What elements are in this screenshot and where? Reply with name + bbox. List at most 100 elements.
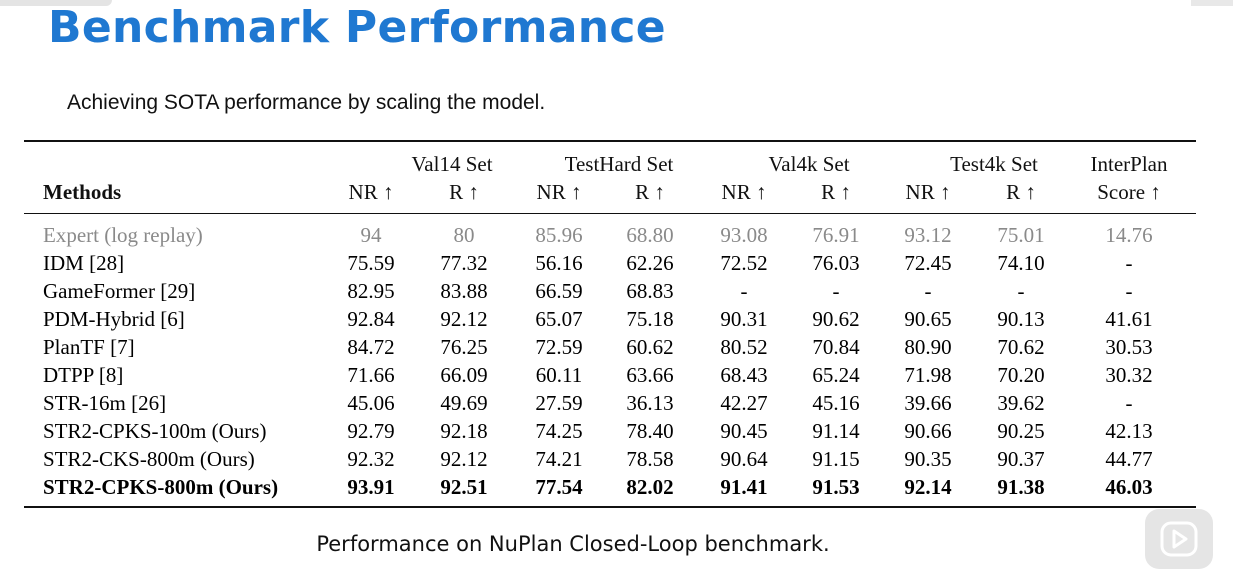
table-row: STR2-CKS-800m (Ours) 92.32 92.12 74.21 7… [24, 445, 1196, 473]
value-cell: 82.95 [347, 279, 395, 303]
value-cell: 93.08 [720, 223, 768, 247]
value-cell: 76.91 [812, 223, 860, 247]
value-cell: 90.64 [720, 447, 768, 471]
method-cell: STR2-CKS-800m (Ours) [43, 447, 255, 471]
table-row: Expert (log replay) 94 80 85.96 68.80 93… [24, 221, 1196, 249]
table-row: PDM-Hybrid [6] 92.84 92.12 65.07 75.18 9… [24, 305, 1196, 333]
value-cell: 76.25 [440, 335, 488, 359]
value-cell: 63.66 [626, 363, 674, 387]
col-header-test4k-nr: NR ↑ [905, 180, 951, 204]
value-cell: 60.62 [626, 335, 674, 359]
method-cell: STR2-CPKS-100m (Ours) [43, 419, 267, 443]
play-button[interactable] [1145, 509, 1213, 569]
value-cell: 90.37 [997, 447, 1045, 471]
value-cell: 80 [453, 223, 475, 247]
value-cell: - [1125, 391, 1133, 415]
group-header-testhard: TestHard Set [564, 152, 674, 176]
value-cell: 70.62 [997, 335, 1045, 359]
value-cell: 70.84 [812, 335, 860, 359]
value-cell: 92.84 [347, 307, 395, 331]
value-cell: 80.52 [720, 335, 768, 359]
value-cell: 56.16 [535, 251, 583, 275]
value-cell: 84.72 [347, 335, 395, 359]
value-cell: 90.65 [904, 307, 952, 331]
value-cell: 82.02 [626, 475, 674, 499]
col-header-test4k-r: R ↑ [1006, 180, 1036, 204]
value-cell: 68.80 [626, 223, 674, 247]
table-caption: Performance on NuPlan Closed-Loop benchm… [316, 532, 830, 556]
value-cell: 45.06 [347, 391, 395, 415]
value-cell: 91.53 [812, 475, 860, 499]
value-cell: 72.52 [720, 251, 768, 275]
table-row-best: STR2-CPKS-800m (Ours) 93.91 92.51 77.54 … [24, 473, 1196, 501]
method-cell: Expert (log replay) [43, 223, 203, 247]
value-cell: 91.41 [720, 475, 768, 499]
methods-header: Methods [43, 180, 122, 204]
table-row: PlanTF [7] 84.72 76.25 72.59 60.62 80.52… [24, 333, 1196, 361]
value-cell: 72.59 [535, 335, 583, 359]
value-cell: 83.88 [440, 279, 488, 303]
method-cell: DTPP [8] [43, 363, 124, 387]
value-cell: 91.38 [997, 475, 1045, 499]
group-header-val4k: Val4k Set [768, 152, 850, 176]
value-cell: 90.45 [720, 419, 768, 443]
value-cell: 74.10 [997, 251, 1045, 275]
col-header-val4k-r: R ↑ [821, 180, 851, 204]
value-cell: 77.32 [440, 251, 488, 275]
play-icon [1160, 521, 1198, 557]
value-cell: 74.21 [535, 447, 583, 471]
value-cell: 78.40 [626, 419, 674, 443]
col-header-interplan-score: Score ↑ [1097, 180, 1161, 204]
slide-subtitle: Achieving SOTA performance by scaling th… [67, 91, 546, 114]
value-cell: 68.83 [626, 279, 674, 303]
value-cell: - [1125, 251, 1133, 275]
value-cell: 36.13 [626, 391, 674, 415]
value-cell: 74.25 [535, 419, 583, 443]
col-header-val14-nr: NR ↑ [348, 180, 394, 204]
value-cell: 90.66 [904, 419, 952, 443]
table-header-rule [24, 213, 1196, 214]
value-cell: 90.31 [720, 307, 768, 331]
value-cell: 68.43 [720, 363, 768, 387]
group-header-interplan: InterPlan [1090, 152, 1168, 176]
value-cell: 92.51 [440, 475, 488, 499]
value-cell: 85.96 [535, 223, 583, 247]
value-cell: 75.18 [626, 307, 674, 331]
value-cell: 92.32 [347, 447, 395, 471]
method-cell: STR-16m [26] [43, 391, 167, 415]
value-cell: 92.14 [904, 475, 952, 499]
method-cell: IDM [28] [43, 251, 125, 275]
method-cell: GameFormer [29] [43, 279, 196, 303]
value-cell: 27.59 [535, 391, 583, 415]
group-header-test4k: Test4k Set [950, 152, 1038, 176]
value-cell: 75.01 [997, 223, 1045, 247]
value-cell: 80.90 [904, 335, 952, 359]
value-cell: 72.45 [904, 251, 952, 275]
value-cell: 45.16 [812, 391, 860, 415]
slide-title: Benchmark Performance [48, 2, 666, 53]
value-cell: 14.76 [1105, 223, 1153, 247]
value-cell: 91.15 [812, 447, 860, 471]
value-cell: 94 [360, 223, 382, 247]
table-row: STR-16m [26] 45.06 49.69 27.59 36.13 42.… [24, 389, 1196, 417]
value-cell: 60.11 [535, 363, 583, 387]
top-left-tab-strip [0, 0, 112, 6]
value-cell: 66.09 [440, 363, 488, 387]
value-cell: 39.62 [997, 391, 1045, 415]
top-right-strip [1191, 0, 1233, 6]
value-cell: 42.13 [1105, 419, 1153, 443]
table-bottom-rule [24, 506, 1196, 508]
value-cell: 90.25 [997, 419, 1045, 443]
method-cell: PDM-Hybrid [6] [43, 307, 185, 331]
value-cell: 93.91 [347, 475, 395, 499]
table-top-rule [24, 140, 1196, 142]
value-cell: 42.27 [720, 391, 768, 415]
value-cell: 65.07 [535, 307, 583, 331]
value-cell: 92.79 [347, 419, 395, 443]
value-cell: 75.59 [347, 251, 395, 275]
value-cell: 92.12 [440, 307, 488, 331]
value-cell: 66.59 [535, 279, 583, 303]
value-cell: 91.14 [812, 419, 860, 443]
value-cell: 70.20 [997, 363, 1045, 387]
value-cell: 62.26 [626, 251, 674, 275]
